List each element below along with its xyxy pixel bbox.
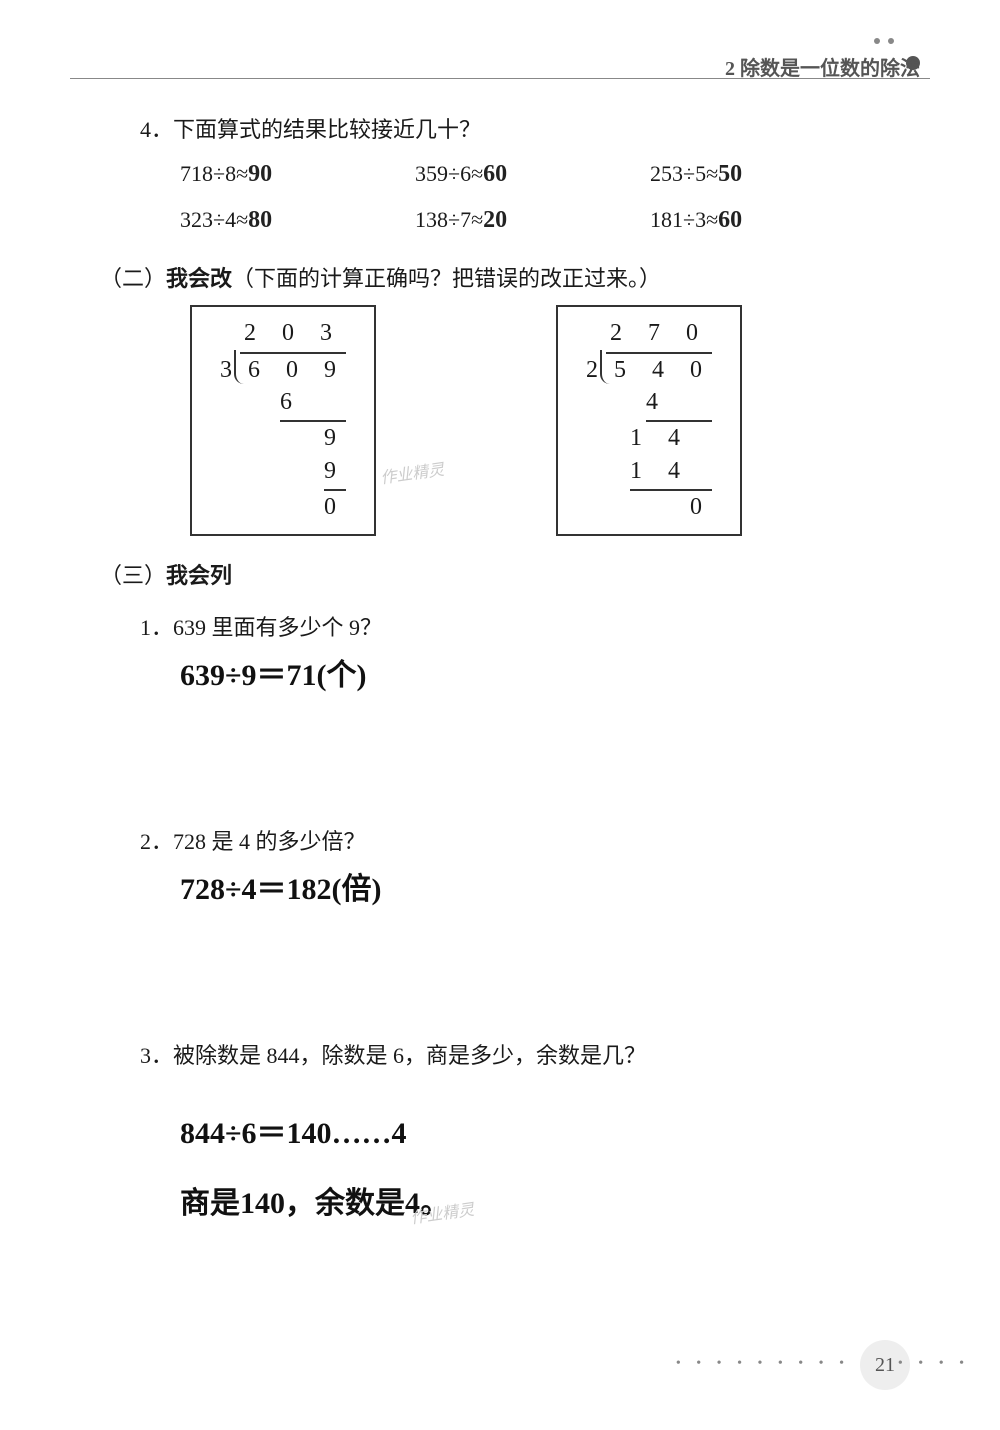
quotient: 2 7 0 — [606, 317, 712, 353]
dividend: 5 4 0 — [604, 357, 712, 383]
division-step: 0 — [324, 494, 346, 520]
question-4-title: 4．下面算式的结果比较接近几十？ — [140, 112, 930, 144]
header-divider — [70, 78, 930, 79]
sub-question-3: 3．被除数是 844，除数是 6，商是多少，余数是几？ — [140, 1038, 930, 1070]
handwritten-answer: 商是140，余数是4。 — [180, 1178, 930, 1222]
estimate-cell: 181÷3≈60 — [650, 198, 885, 244]
estimate-row: 718÷8≈90 359÷6≈60 253÷5≈50 — [180, 152, 930, 198]
handwritten-answer: 50 — [718, 161, 742, 187]
estimate-row: 323÷4≈80 138÷7≈20 181÷3≈60 — [180, 198, 930, 244]
division-step: 1 4 — [630, 425, 712, 451]
section-2-title: （二）我会改（下面的计算正确吗？把错误的改正过来。） — [100, 261, 930, 293]
section-3-title: （三）我会列 — [100, 558, 930, 590]
expr-text: 138÷7≈ — [415, 207, 483, 232]
section-rest: （下面的计算正确吗？把错误的改正过来。） — [232, 266, 661, 291]
long-division-row: 2 0 3 36 0 9 6 9 9 0 2 7 0 25 4 0 4 1 4 … — [190, 305, 930, 535]
chapter-title: 2 除数是一位数的除法 — [725, 52, 920, 81]
estimate-cell: 253÷5≈50 — [650, 152, 885, 198]
section-bold: 我会列 — [166, 563, 232, 588]
handwritten-answer: 639÷9＝71(个) — [180, 650, 930, 694]
divisor: 3 — [220, 357, 238, 383]
header-decoration-dots — [866, 30, 920, 49]
dividend: 6 0 9 — [238, 357, 346, 383]
expr-text: 359÷6≈ — [415, 161, 483, 186]
sub-question-1: 1．639 里面有多少个 9？ — [140, 610, 930, 642]
divisor: 2 — [586, 357, 604, 383]
division-step: 9 — [324, 425, 346, 451]
handwritten-answer: 60 — [483, 161, 507, 187]
expr-text: 323÷4≈ — [180, 207, 248, 232]
division-step: 0 — [690, 494, 712, 520]
division-step: 4 — [646, 386, 712, 422]
section-prefix: （三） — [100, 563, 166, 588]
long-division-left: 2 0 3 36 0 9 6 9 9 0 — [190, 305, 376, 535]
long-division-right: 2 7 0 25 4 0 4 1 4 1 4 0 — [556, 305, 742, 535]
division-step: 1 4 — [630, 455, 712, 491]
section-prefix: （二） — [100, 266, 166, 291]
handwritten-answer: 80 — [248, 207, 272, 233]
handwritten-answer: 20 — [483, 207, 507, 233]
expr-text: 181÷3≈ — [650, 207, 718, 232]
page-content: 4．下面算式的结果比较接近几十？ 718÷8≈90 359÷6≈60 253÷5… — [100, 100, 930, 1222]
handwritten-answer: 90 — [248, 161, 272, 187]
expr-text: 253÷5≈ — [650, 161, 718, 186]
quotient: 2 0 3 — [240, 317, 346, 353]
estimate-cell: 138÷7≈20 — [415, 198, 650, 244]
estimate-cell: 359÷6≈60 — [415, 152, 650, 198]
handwritten-answer: 60 — [718, 207, 742, 233]
division-step: 6 — [280, 386, 346, 422]
estimate-cell: 323÷4≈80 — [180, 198, 415, 244]
footer-dots-right: • • • • — [898, 1356, 970, 1372]
footer-dots: • • • • • • • • • — [676, 1356, 850, 1372]
expr-text: 718÷8≈ — [180, 161, 248, 186]
sub-question-2: 2．728 是 4 的多少倍？ — [140, 824, 930, 856]
section-bold: 我会改 — [166, 266, 232, 291]
handwritten-answer: 844÷6＝140……4 — [180, 1108, 930, 1152]
division-step: 9 — [324, 455, 346, 491]
estimate-cell: 718÷8≈90 — [180, 152, 415, 198]
handwritten-answer: 728÷4＝182(倍) — [180, 864, 930, 908]
estimate-grid: 718÷8≈90 359÷6≈60 253÷5≈50 323÷4≈80 138÷… — [180, 152, 930, 243]
